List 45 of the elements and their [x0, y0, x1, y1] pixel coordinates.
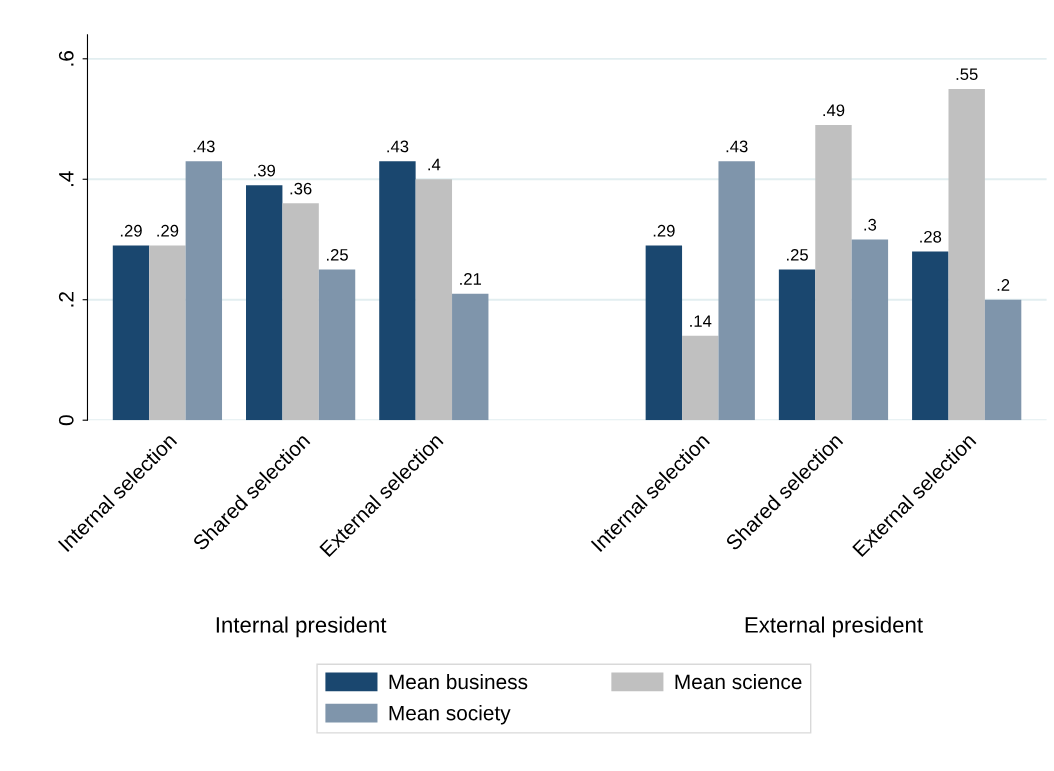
- bar: [718, 161, 755, 421]
- data-label: .4: [428, 158, 441, 171]
- bar: [851, 239, 889, 421]
- bar: [112, 245, 150, 421]
- data-label: .14: [690, 315, 712, 327]
- data-label: .43: [726, 140, 748, 153]
- bar: [379, 161, 416, 421]
- text: Internal president: [216, 616, 387, 638]
- data-label: .29: [157, 224, 179, 237]
- bar: [912, 251, 949, 421]
- bar: [246, 185, 283, 421]
- bar: [948, 88, 985, 421]
- data-label: .36: [290, 182, 312, 195]
- y-tick-label: .6: [58, 51, 74, 66]
- data-label: .2: [997, 279, 1010, 291]
- bar: [185, 161, 223, 421]
- data-label: .39: [254, 164, 276, 177]
- bar: [645, 245, 683, 421]
- bar: [984, 299, 1022, 421]
- data-label: .3: [864, 218, 877, 231]
- data-label: .43: [193, 140, 215, 153]
- bar: [778, 269, 816, 421]
- y-tick-label: .2: [58, 292, 74, 307]
- legend-label: Mean business: [389, 673, 528, 690]
- bar: [415, 179, 453, 421]
- data-label: .55: [956, 68, 978, 81]
- legend-label: Mean science: [675, 673, 802, 690]
- data-label: .21: [460, 273, 482, 285]
- data-label: .28: [920, 230, 942, 243]
- text: External president: [745, 616, 923, 638]
- data-label: .43: [387, 140, 409, 153]
- bar: [452, 293, 489, 421]
- data-label: .29: [653, 224, 675, 237]
- data-label: .29: [120, 224, 142, 237]
- bar: [282, 203, 319, 421]
- bar: [682, 335, 719, 421]
- bar: [815, 125, 852, 421]
- y-tick-label: 0: [58, 415, 74, 426]
- legend-label: Mean society: [389, 705, 511, 725]
- bar: [149, 245, 186, 421]
- data-label: .25: [326, 248, 348, 261]
- data-label: .25: [787, 248, 808, 261]
- data-label: .49: [823, 104, 845, 117]
- y-tick-label: .4: [59, 171, 74, 187]
- bar: [318, 269, 356, 421]
